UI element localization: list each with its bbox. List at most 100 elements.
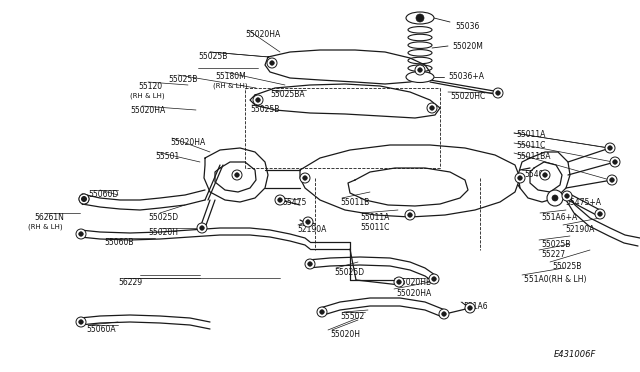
Text: 55501: 55501 (155, 152, 179, 161)
Circle shape (320, 310, 324, 314)
Text: 551A6+A: 551A6+A (541, 213, 577, 222)
Circle shape (394, 277, 404, 287)
Circle shape (429, 106, 435, 110)
Circle shape (232, 170, 242, 180)
Circle shape (562, 191, 572, 201)
Text: 55020HC: 55020HC (450, 92, 485, 101)
Circle shape (79, 320, 83, 324)
Text: 55020M: 55020M (452, 42, 483, 51)
Text: 55475: 55475 (282, 198, 307, 207)
Circle shape (79, 232, 83, 236)
Circle shape (415, 65, 425, 75)
Circle shape (439, 309, 449, 319)
Text: 55025D: 55025D (148, 213, 178, 222)
Circle shape (432, 277, 436, 281)
Circle shape (547, 190, 563, 206)
Circle shape (496, 91, 500, 95)
Text: 55020HA: 55020HA (396, 289, 431, 298)
Circle shape (200, 226, 204, 230)
Text: 55020HB: 55020HB (396, 278, 431, 287)
Text: 551A0(RH & LH): 551A0(RH & LH) (524, 275, 586, 284)
Circle shape (608, 146, 612, 150)
Circle shape (197, 223, 207, 233)
Text: 55020HA: 55020HA (245, 30, 280, 39)
Circle shape (305, 259, 315, 269)
Text: 55502: 55502 (340, 312, 364, 321)
Circle shape (465, 303, 475, 313)
Circle shape (564, 194, 569, 198)
Circle shape (76, 229, 86, 239)
Text: 55011B: 55011B (340, 198, 369, 207)
Circle shape (253, 95, 263, 105)
Circle shape (300, 173, 310, 183)
Text: 55025B: 55025B (250, 105, 280, 114)
Text: 55011C: 55011C (516, 141, 545, 150)
Circle shape (317, 307, 327, 317)
Circle shape (82, 197, 86, 201)
Circle shape (267, 58, 277, 68)
Circle shape (610, 157, 620, 167)
Text: 52190A: 52190A (297, 225, 326, 234)
Text: 55020HA: 55020HA (130, 106, 165, 115)
Circle shape (416, 14, 424, 22)
Circle shape (518, 176, 522, 180)
Circle shape (493, 88, 503, 98)
Circle shape (595, 209, 605, 219)
Circle shape (540, 170, 550, 180)
Text: 55020H: 55020H (330, 330, 360, 339)
Text: 55060D: 55060D (88, 190, 118, 199)
Circle shape (269, 61, 275, 65)
Text: 55036: 55036 (455, 22, 479, 31)
Circle shape (235, 173, 239, 177)
Circle shape (605, 143, 615, 153)
Text: 56261N: 56261N (34, 213, 64, 222)
Text: E431006F: E431006F (554, 350, 596, 359)
Circle shape (418, 68, 422, 72)
Text: 55227: 55227 (541, 250, 565, 259)
Text: 551A6: 551A6 (463, 302, 488, 311)
Text: 55180M: 55180M (215, 72, 246, 81)
Text: (RH & LH): (RH & LH) (28, 223, 63, 230)
Circle shape (552, 195, 558, 201)
Circle shape (598, 212, 602, 216)
Text: 55060A: 55060A (86, 325, 116, 334)
Text: 55011A: 55011A (516, 130, 545, 139)
Circle shape (543, 173, 547, 177)
Circle shape (468, 306, 472, 310)
Ellipse shape (406, 71, 434, 83)
Circle shape (76, 317, 86, 327)
Circle shape (442, 312, 446, 316)
Text: 55020HA: 55020HA (170, 138, 205, 147)
Text: 55011A: 55011A (360, 213, 389, 222)
Circle shape (405, 210, 415, 220)
Circle shape (607, 175, 617, 185)
Ellipse shape (406, 12, 434, 24)
Text: (RH & LH): (RH & LH) (130, 92, 164, 99)
Text: 55400: 55400 (524, 170, 548, 179)
Text: 55025BA: 55025BA (270, 90, 305, 99)
Circle shape (612, 160, 617, 164)
Circle shape (427, 103, 437, 113)
Text: 55011BA: 55011BA (516, 152, 550, 161)
Circle shape (610, 178, 614, 182)
Circle shape (303, 217, 313, 227)
Circle shape (275, 195, 285, 205)
Text: 55036+A: 55036+A (448, 72, 484, 81)
Circle shape (79, 194, 89, 204)
Circle shape (515, 173, 525, 183)
Text: 55011C: 55011C (360, 223, 389, 232)
Circle shape (408, 213, 412, 217)
Circle shape (429, 274, 439, 284)
Circle shape (278, 198, 282, 202)
Circle shape (303, 176, 307, 180)
Circle shape (256, 98, 260, 102)
Text: 55025B: 55025B (541, 240, 570, 249)
Circle shape (306, 220, 310, 224)
Text: 55060B: 55060B (104, 238, 134, 247)
Text: (RH & LH): (RH & LH) (213, 82, 248, 89)
Circle shape (79, 194, 89, 204)
Text: 55025D: 55025D (334, 268, 364, 277)
Text: 55025B: 55025B (198, 52, 227, 61)
Text: 55025B: 55025B (168, 75, 197, 84)
Text: 55120: 55120 (138, 82, 162, 91)
